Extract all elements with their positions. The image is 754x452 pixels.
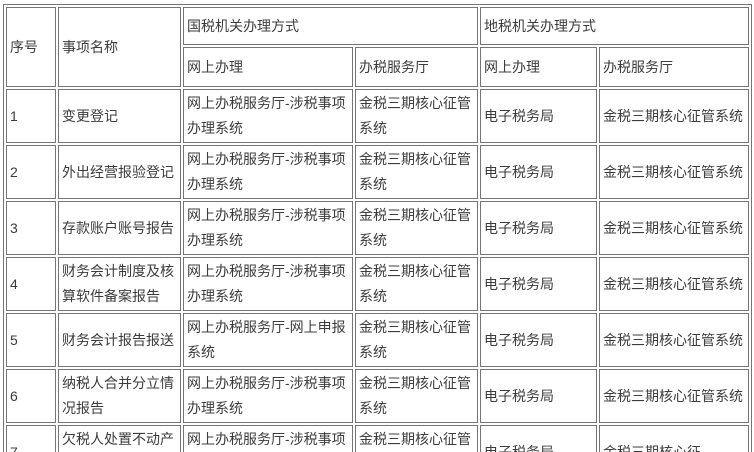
item-name-cell: 欠税人处置不动产或大额资产报告 (58, 425, 181, 452)
national-hall-cell: 金税三期核心征管系统 (355, 89, 478, 143)
national-online-cell: 网上办税服务厅-网上申报系统 (183, 313, 353, 367)
national-hall-cell: 金税三期核心征管系统 (355, 145, 478, 199)
row-number-cell: 1 (6, 89, 56, 143)
local-online-cell: 电子税务局 (480, 369, 597, 423)
row-number-cell: 7 (6, 425, 56, 452)
local-online-cell: 电子税务局 (480, 257, 597, 311)
local-hall-cell: 金税三期核心征管系统 (599, 257, 749, 311)
header-local-hall: 办税服务厅 (599, 47, 749, 87)
header-item-name: 事项名称 (58, 7, 181, 87)
item-name-cell: 外出经营报验登记 (58, 145, 181, 199)
item-name-cell: 存款账户账号报告 (58, 201, 181, 255)
table-row: 5 财务会计报告报送 网上办税服务厅-网上申报系统 金税三期核心征管系统 电子税… (6, 313, 749, 367)
local-online-cell: 电子税务局 (480, 313, 597, 367)
item-name-cell: 财务会计报告报送 (58, 313, 181, 367)
local-hall-cell: 金税三期核心征管系统 (599, 89, 749, 143)
national-online-cell: 网上办税服务厅-涉税事项办理系统 (183, 145, 353, 199)
header-national-tax-method: 国税机关办理方式 (183, 7, 478, 45)
item-name-cell: 变更登记 (58, 89, 181, 143)
local-hall-cell: 金税三期核心征管系统 (599, 313, 749, 367)
row-number-cell: 4 (6, 257, 56, 311)
table-row: 7 欠税人处置不动产或大额资产报告 网上办税服务厅-涉税事项办理系统 金税三期核… (6, 425, 749, 452)
table-row: 2 外出经营报验登记 网上办税服务厅-涉税事项办理系统 金税三期核心征管系统 电… (6, 145, 749, 199)
national-hall-cell: 金税三期核心征管系统 (355, 313, 478, 367)
local-online-cell: 电子税务局 (480, 201, 597, 255)
table-row: 1 变更登记 网上办税服务厅-涉税事项办理系统 金税三期核心征管系统 电子税务局… (6, 89, 749, 143)
local-online-cell: 电子税务局 (480, 425, 597, 452)
header-row-groups: 序号 事项名称 国税机关办理方式 地税机关办理方式 (6, 7, 749, 87)
item-name-cell: 财务会计制度及核算软件备案报告 (58, 257, 181, 311)
national-hall-cell: 金税三期核心征管系统 (355, 201, 478, 255)
national-hall-cell: 金税三期核心征管系统 (355, 369, 478, 423)
local-hall-cell: 金税三期核心征管系统 (599, 201, 749, 255)
header-local-tax-method: 地税机关办理方式 (480, 7, 749, 45)
header-local-online: 网上办理 (480, 47, 597, 87)
national-hall-cell: 金税三期核心征管系统 (355, 257, 478, 311)
local-hall-cell: 金税三期核心征管系统 (599, 145, 749, 199)
national-online-cell: 网上办税服务厅-涉税事项办理系统 (183, 425, 353, 452)
header-national-hall: 办税服务厅 (355, 47, 478, 87)
table-row: 6 纳税人合并分立情况报告 网上办税服务厅-涉税事项办理系统 金税三期核心征管系… (6, 369, 749, 423)
local-online-cell: 电子税务局 (480, 89, 597, 143)
row-number-cell: 3 (6, 201, 56, 255)
header-national-online: 网上办理 (183, 47, 353, 87)
national-online-cell: 网上办税服务厅-涉税事项办理系统 (183, 201, 353, 255)
item-name-cell: 纳税人合并分立情况报告 (58, 369, 181, 423)
row-number-cell: 5 (6, 313, 56, 367)
header-row-channels: 网上办理 办税服务厅 网上办理 办税服务厅 (6, 47, 749, 87)
national-hall-cell: 金税三期核心征管系统 (355, 425, 478, 452)
row-number-cell: 2 (6, 145, 56, 199)
tax-items-table: 序号 事项名称 国税机关办理方式 地税机关办理方式 网上办理 办税服务厅 网上办… (3, 4, 752, 452)
national-online-cell: 网上办税服务厅-涉税事项办理系统 (183, 89, 353, 143)
table-row: 3 存款账户账号报告 网上办税服务厅-涉税事项办理系统 金税三期核心征管系统 电… (6, 201, 749, 255)
national-online-cell: 网上办税服务厅-涉税事项办理系统 (183, 369, 353, 423)
local-online-cell: 电子税务局 (480, 145, 597, 199)
local-hall-cell: 金税三期核心征 (599, 425, 749, 452)
header-serial-number: 序号 (6, 7, 56, 87)
local-hall-cell: 金税三期核心征管系统 (599, 369, 749, 423)
table-row: 4 财务会计制度及核算软件备案报告 网上办税服务厅-涉税事项办理系统 金税三期核… (6, 257, 749, 311)
row-number-cell: 6 (6, 369, 56, 423)
national-online-cell: 网上办税服务厅-涉税事项办理系统 (183, 257, 353, 311)
